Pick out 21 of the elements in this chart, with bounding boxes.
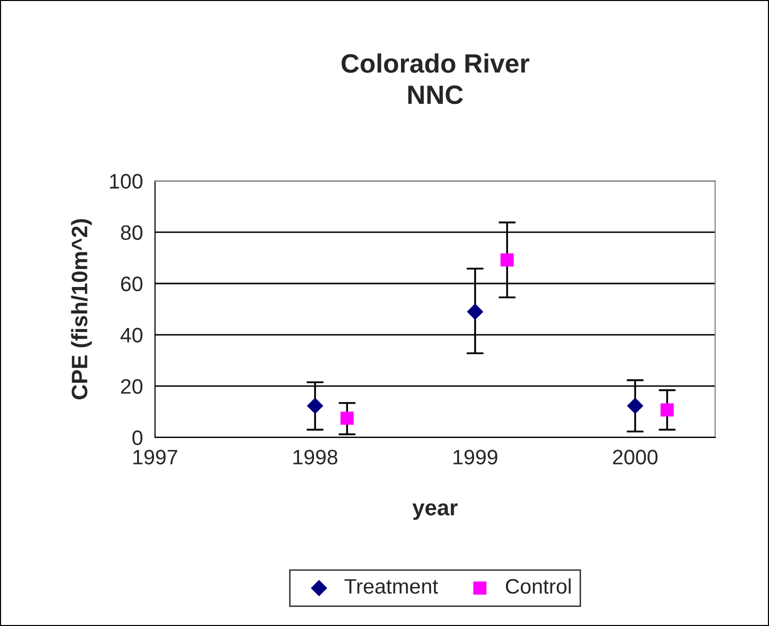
legend-label: Treatment <box>344 579 438 594</box>
x-axis-title: year <box>412 503 458 520</box>
x-tick-label: 1997 <box>133 450 178 464</box>
y-tick-label: 0 <box>132 430 142 446</box>
point <box>626 398 644 414</box>
y-tick-label: 20 <box>121 379 142 394</box>
y-axis-title: CPE (fish/10m^2) <box>71 219 92 400</box>
y-tick-label: 100 <box>110 174 142 189</box>
point <box>340 412 354 425</box>
point <box>466 304 484 320</box>
point <box>660 403 674 417</box>
legend-label: Control <box>506 578 571 594</box>
y-tick-label: 40 <box>120 328 142 343</box>
point <box>500 253 514 266</box>
point <box>306 398 324 414</box>
chart-title: Colorado River NNC <box>342 53 530 104</box>
y-tick-label: 60 <box>121 276 142 292</box>
x-tick-label: 1998 <box>293 450 338 464</box>
x-tick-label: 2000 <box>613 450 658 464</box>
x-tick-label: 1999 <box>454 450 498 464</box>
y-tick-label: 80 <box>120 225 142 240</box>
